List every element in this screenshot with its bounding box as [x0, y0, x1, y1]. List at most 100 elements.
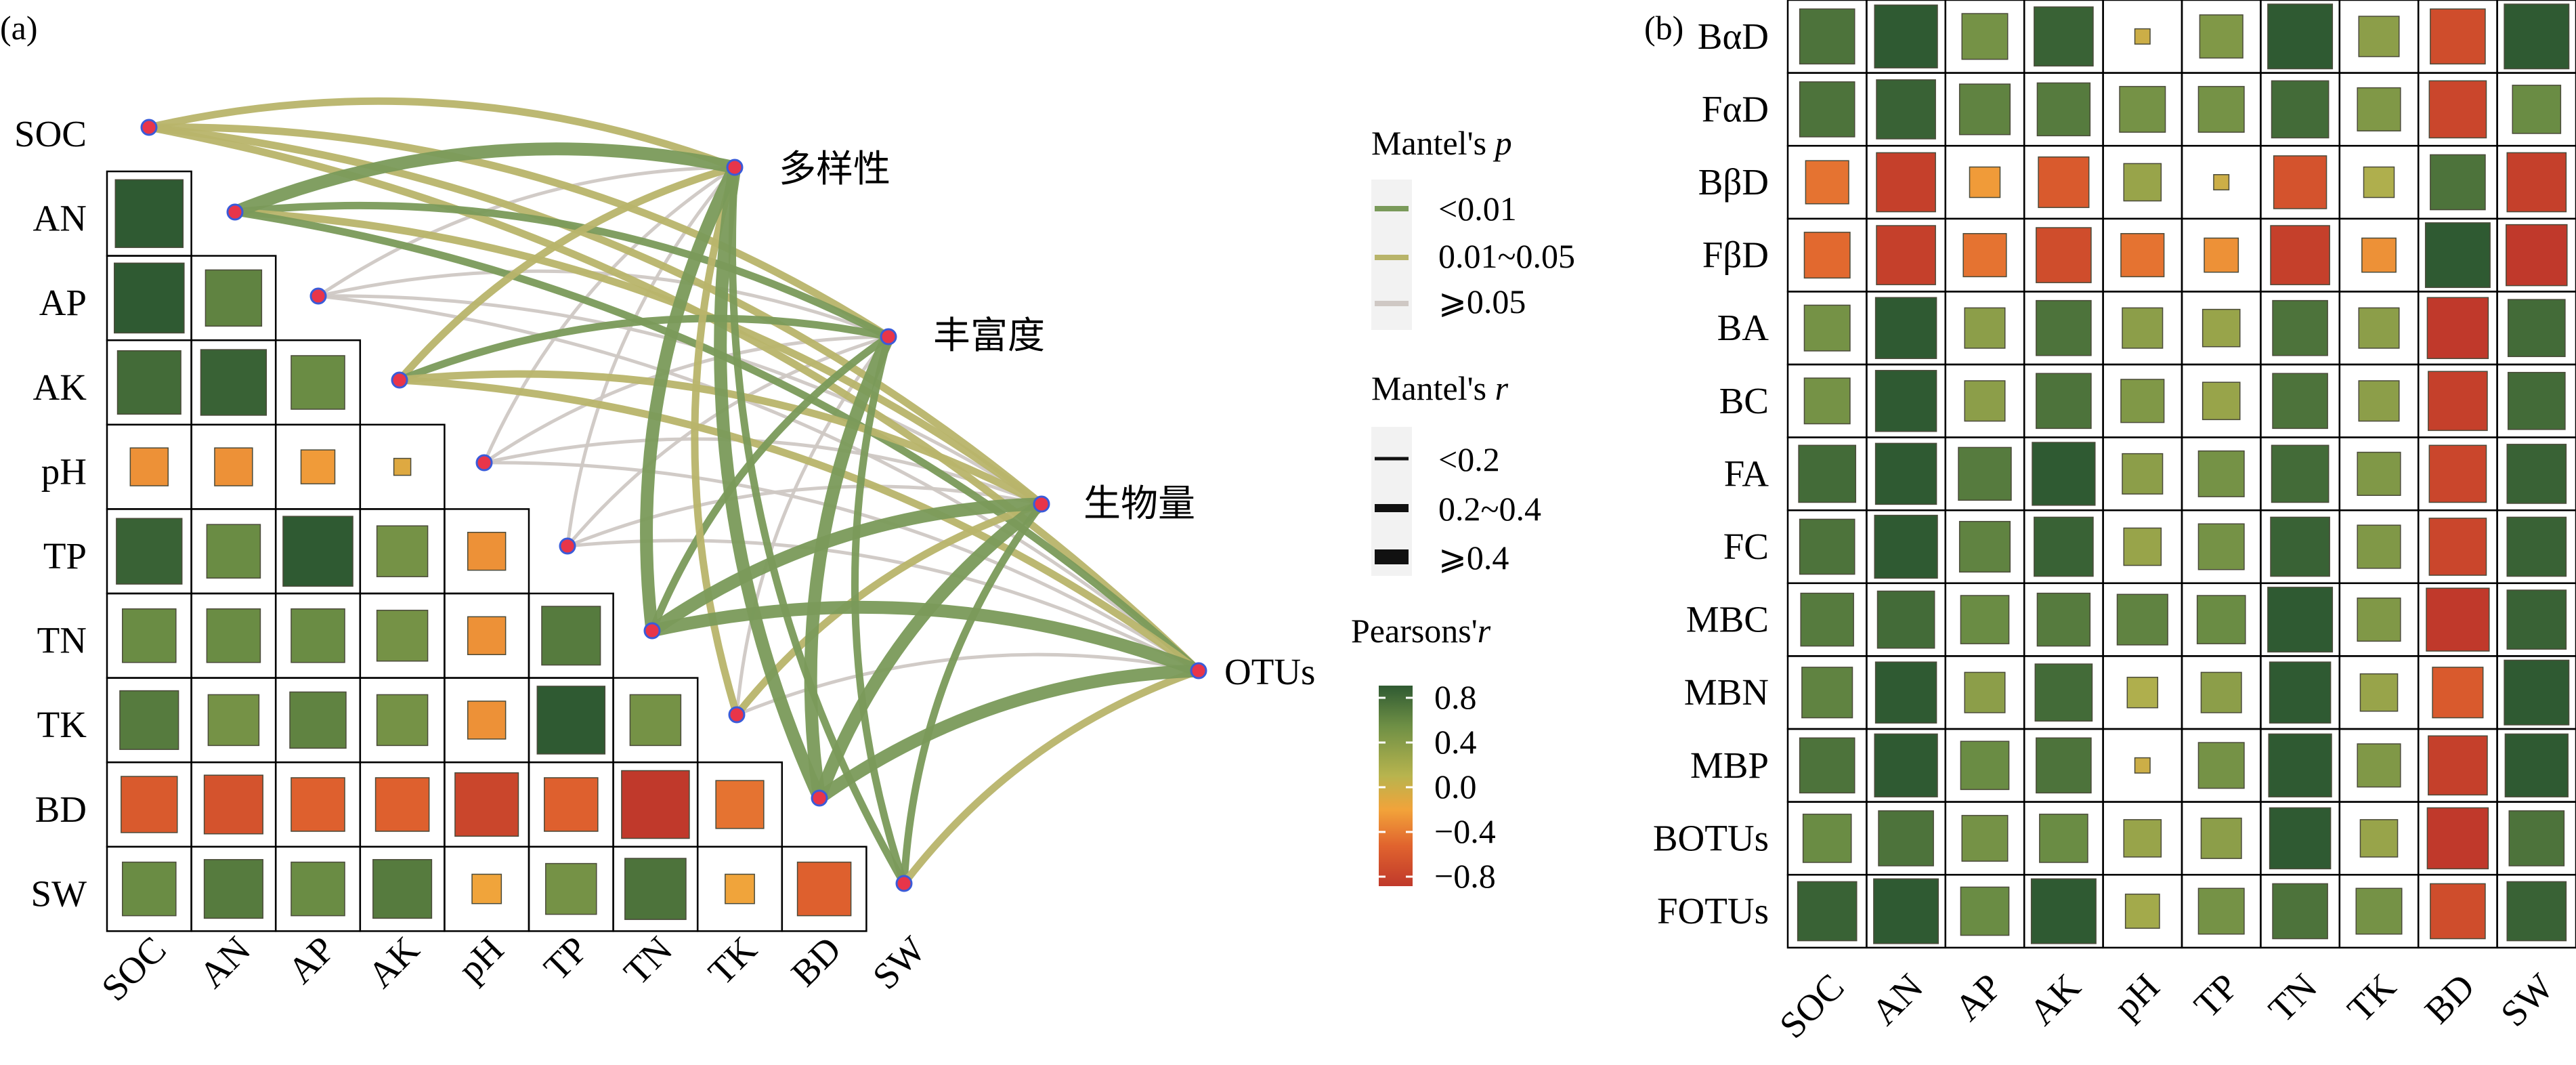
- col-label-b: BD: [2417, 965, 2483, 1031]
- col-label-a: TN: [616, 928, 680, 993]
- mantel-link: [395, 314, 893, 384]
- mantel-links: [145, 97, 1205, 888]
- corr-square-a: [725, 873, 755, 904]
- corr-square-b: [2036, 373, 2092, 430]
- corr-square-b: [1800, 592, 1854, 647]
- col-label-b: SW: [2493, 965, 2562, 1035]
- col-label-a: AP: [280, 928, 343, 991]
- corr-square-b: [2199, 14, 2244, 59]
- row-label-a: AN: [33, 198, 87, 239]
- mantel-link: [395, 163, 739, 384]
- corr-square-a: [454, 772, 519, 837]
- col-label-b: AN: [1864, 965, 1931, 1032]
- corr-square-b: [2357, 598, 2401, 642]
- corr-square-a: [289, 691, 347, 749]
- legend-p-item: 0.01~0.05: [1438, 237, 1575, 275]
- corr-square-a: [541, 606, 601, 666]
- mantel-link: [735, 652, 1201, 717]
- corr-square-b: [2272, 883, 2328, 940]
- target-node: [726, 159, 744, 176]
- corr-square-b: [1803, 232, 1851, 279]
- corr-square-a: [122, 608, 177, 663]
- colorbar-tick-label: −0.4: [1434, 812, 1496, 850]
- row-label-b: BA: [1717, 307, 1769, 348]
- corr-square-b: [2134, 28, 2151, 45]
- row-label-b: BβD: [1698, 161, 1769, 203]
- corr-square-b: [1961, 814, 2009, 862]
- corr-square-b: [2036, 299, 2092, 356]
- corr-square-b: [2197, 450, 2245, 497]
- col-label-b: pH: [2106, 965, 2168, 1027]
- row-label-a: SOC: [14, 113, 87, 154]
- col-label-a: SOC: [93, 928, 174, 1009]
- row-label-b: BC: [1719, 380, 1769, 421]
- corr-square-b: [2032, 442, 2096, 506]
- target-node: [1033, 495, 1050, 513]
- corr-square-b: [1805, 160, 1849, 205]
- source-node: [643, 622, 661, 640]
- corr-square-b: [1874, 514, 1938, 579]
- corr-square-b: [2134, 757, 2151, 774]
- corr-square-a: [200, 349, 267, 416]
- corr-square-b: [2034, 516, 2094, 577]
- corr-square-b: [1799, 518, 1855, 575]
- legend-pearson-title: Pearsons'r: [1351, 612, 1491, 650]
- col-label-b: TK: [2340, 965, 2404, 1030]
- colorbar-tick-label: 0.4: [1434, 723, 1477, 761]
- corr-square-b: [1799, 8, 1855, 65]
- col-label-a: pH: [450, 928, 512, 990]
- corr-square-a: [282, 516, 353, 587]
- colorbar-tick-label: 0.0: [1434, 768, 1477, 806]
- corr-square-b: [1874, 442, 1937, 505]
- corr-square-a: [203, 859, 263, 919]
- row-label-a: AP: [39, 282, 87, 323]
- corr-square-a: [114, 179, 184, 249]
- matrix-cell-b: [2496, 873, 2576, 949]
- target-node: [1190, 662, 1207, 680]
- col-label-a: SW: [865, 928, 934, 997]
- corr-square-b: [2358, 16, 2400, 58]
- corr-square-b: [1969, 166, 2001, 199]
- corr-square-b: [2268, 733, 2332, 797]
- corr-square-b: [2357, 743, 2401, 788]
- corr-square-b: [2036, 737, 2092, 794]
- corr-square-b: [2036, 82, 2091, 137]
- corr-square-b: [1876, 590, 1935, 649]
- corr-square-b: [1797, 881, 1858, 942]
- target-label: OTUs: [1224, 651, 1315, 692]
- col-label-b: TN: [2260, 965, 2325, 1030]
- legend-r-item: <0.2: [1438, 440, 1500, 478]
- mantel-link: [645, 497, 1048, 638]
- corr-square-b: [1958, 83, 2011, 135]
- colorbar-tick-label: −0.8: [1434, 857, 1496, 895]
- corr-square-b: [2269, 661, 2332, 724]
- corr-square-b: [1874, 4, 1938, 68]
- corr-square-b: [2357, 451, 2401, 496]
- corr-square-b: [1802, 814, 1852, 863]
- corr-square-a: [393, 457, 412, 476]
- corr-square-b: [1958, 520, 2011, 573]
- target-label: 多样性: [779, 147, 890, 190]
- corr-square-b: [2506, 224, 2568, 287]
- corr-square-b: [2123, 819, 2162, 858]
- source-node: [811, 789, 828, 807]
- corr-square-a: [122, 861, 177, 917]
- corr-square-a: [291, 777, 345, 832]
- corr-square-b: [2202, 308, 2241, 348]
- corr-square-b: [2120, 233, 2165, 278]
- corr-square-b: [2267, 3, 2334, 70]
- corr-square-b: [2272, 373, 2328, 430]
- source-node: [309, 287, 327, 305]
- corr-square-b: [1960, 886, 2010, 936]
- panel-b-matrix: BαDFαDBβDFβDBABCFAFCMBCMBNMBPBOTUsFOTUsS…: [1653, 0, 2576, 1046]
- corr-square-a: [119, 690, 179, 750]
- corr-square-b: [2357, 524, 2401, 569]
- row-label-b: BαD: [1698, 16, 1769, 57]
- corr-square-b: [2197, 888, 2245, 935]
- corr-square-b: [2430, 8, 2486, 65]
- corr-square-b: [1876, 225, 1936, 285]
- corr-square-b: [2197, 523, 2245, 570]
- corr-square-a: [621, 770, 690, 839]
- corr-square-b: [2123, 527, 2162, 566]
- col-label-a: TK: [700, 928, 765, 993]
